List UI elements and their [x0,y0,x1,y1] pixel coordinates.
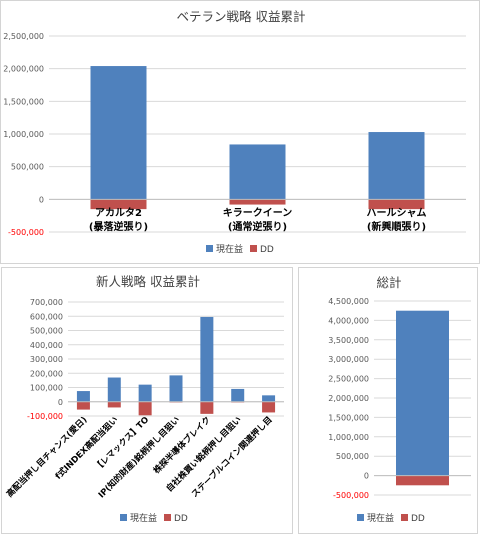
total-chart-panel: 総計 -500,000 0 500,000 1,000,000 1,500,000 2,00… [298,267,478,534]
veteran-y-tick-label: 2,500,000 [3,32,44,41]
total-chart-title: 総計 [376,275,401,290]
newcomer-y-tick-label: 500,000 [30,327,63,336]
newcomer-y-tick-label: 0 [58,398,63,407]
newcomer-bar-current [169,375,183,402]
total-bar-current [396,310,449,476]
total-y-tick-label: 3,500,000 [328,336,369,345]
veteran-bar-dd [90,199,147,210]
total-y-tick-label: 4,500,000 [328,297,369,306]
veteran-legend-label-current: 現在益 [216,243,243,255]
newcomer-strategy-chart-panel: 新人戦略 収益累計 -100,000 0 100,000 200,000 300,000 4… [1,267,293,534]
veteran-y-tick-label: 1,500,000 [3,97,44,106]
total-chart: 総計 -500,000 0 500,000 1,000,000 1,500,000 2,00… [328,275,471,524]
newcomer-bar-dd [138,401,152,416]
veteran-strategy-chart: ベテラン戦略 収益累計 -500,000 0 500,000 1,000,000 1,50… [3,9,466,255]
total-legend-swatch-current [357,514,364,521]
veteran-y-tick-label: -500,000 [8,228,44,237]
total-y-tick-label: 1,500,000 [328,413,369,422]
veteran-y-tick-label: 0 [39,195,44,204]
newcomer-bar-current [231,388,245,402]
veteran-legend-swatch-dd [250,245,257,252]
veteran-chart-title: ベテラン戦略 収益累計 [177,9,306,24]
veteran-bar-current [368,132,425,200]
newcomer-bar-current [138,384,152,402]
newcomer-y-tick-label: -100,000 [27,412,63,421]
veteran-legend-swatch-current [206,245,213,252]
newcomer-bar-current [107,377,121,402]
newcomer-legend-swatch-current [120,514,127,521]
newcomer-bar-current [262,395,276,402]
total-y-tick-label: -500,000 [333,491,369,500]
veteran-category-label: キラークイーン(通常逆張り) [223,207,293,233]
newcomer-y-tick-label: 600,000 [30,312,63,321]
veteran-bar-current [229,144,286,200]
total-y-tick-label: 2,000,000 [328,394,369,403]
newcomer-bar-current [76,391,90,402]
newcomer-category-label: 株探半導体ブレイク [151,414,213,476]
newcomer-category-label: 【レマックス】TO [92,414,151,473]
total-bar-dd [396,475,449,486]
newcomer-legend-swatch-dd [164,514,171,521]
veteran-legend-label-dd: DD [260,245,274,255]
veteran-y-tick-label: 500,000 [11,163,44,172]
total-legend-label-current: 現在益 [367,512,394,524]
total-y-tick-label: 500,000 [336,452,369,461]
newcomer-bar-dd [76,401,90,410]
total-legend-label-dd: DD [411,514,425,524]
veteran-y-tick-label: 2,000,000 [3,65,44,74]
newcomer-bar-dd [200,401,214,414]
newcomer-y-tick-label: 300,000 [30,355,63,364]
veteran-bar-dd [368,199,425,210]
newcomer-y-tick-label: 400,000 [30,341,63,350]
veteran-category-label: アカルタ2 (暴落逆張り) [89,207,148,233]
veteran-category-label: ハールシャム(新興順張り) [367,207,427,233]
newcomer-y-tick-label: 700,000 [30,298,63,307]
newcomer-legend-label-dd: DD [174,514,188,524]
newcomer-y-tick-label: 200,000 [30,369,63,378]
newcomer-y-tick-label: 100,000 [30,384,63,393]
total-y-tick-label: 0 [364,472,369,481]
newcomer-chart-title: 新人戦略 収益累計 [96,274,200,289]
newcomer-strategy-chart: 新人戦略 収益累計 -100,000 0 100,000 200,000 300,000 4… [4,274,284,524]
total-y-tick-label: 1,000,000 [328,433,369,442]
veteran-strategy-chart-panel: ベテラン戦略 収益累計 -500,000 0 500,000 1,000,000 1,50… [0,0,480,264]
total-y-tick-label: 4,000,000 [328,316,369,325]
newcomer-legend-label-current: 現在益 [130,512,157,524]
total-y-tick-label: 2,500,000 [328,375,369,384]
total-y-tick-label: 3,000,000 [328,355,369,364]
newcomer-bar-dd [262,401,276,413]
veteran-y-tick-label: 1,000,000 [3,130,44,139]
veteran-bar-current [90,66,147,200]
total-legend-swatch-dd [401,514,408,521]
veteran-bar-dd [229,199,286,205]
newcomer-bar-current [200,316,214,402]
newcomer-bar-dd [107,401,121,408]
